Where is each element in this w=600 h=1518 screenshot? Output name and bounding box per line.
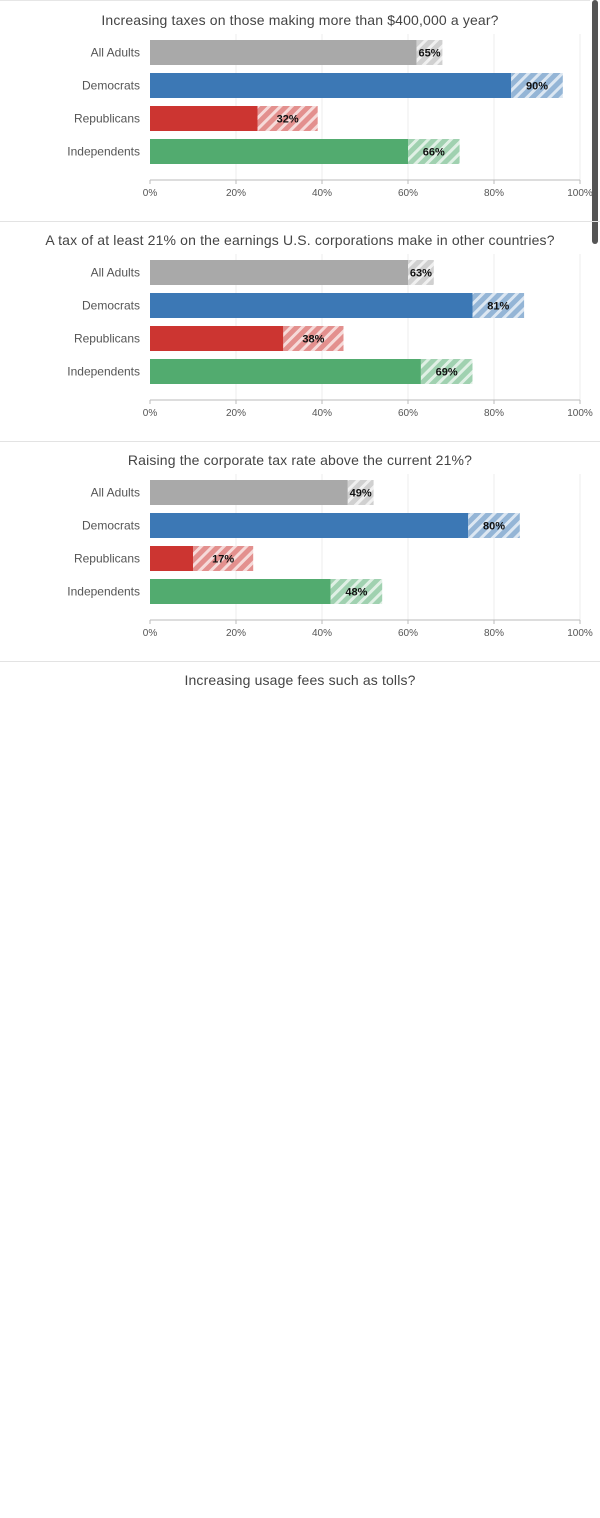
tick-label: 80% xyxy=(484,408,504,419)
tick-label: 100% xyxy=(567,628,593,639)
tick-label: 40% xyxy=(312,408,332,419)
tick-label: 60% xyxy=(398,408,418,419)
chart-title: Increasing taxes on those making more th… xyxy=(101,12,499,28)
data-label: 90% xyxy=(526,81,548,93)
bar-chart: All Adults 63% Democrats 81% Republicans 38% I… xyxy=(67,254,593,419)
tick-label: 20% xyxy=(226,628,246,639)
bar xyxy=(150,359,421,384)
category-label: Democrats xyxy=(82,299,140,313)
error-band xyxy=(193,546,254,571)
tick-label: 60% xyxy=(398,188,418,199)
error-band xyxy=(283,326,344,351)
category-label: All Adults xyxy=(91,486,140,500)
error-band xyxy=(330,579,383,604)
category-label: Republicans xyxy=(74,332,140,346)
data-label: 65% xyxy=(418,48,440,60)
error-band xyxy=(420,359,473,384)
data-label: 63% xyxy=(410,268,432,280)
tick-label: 100% xyxy=(567,188,593,199)
error-band xyxy=(468,513,520,538)
category-label: All Adults xyxy=(91,266,140,280)
bar xyxy=(150,106,258,131)
category-label: Democrats xyxy=(82,79,140,93)
tick-label: 0% xyxy=(143,408,158,419)
tick-label: 0% xyxy=(143,188,158,199)
category-label: Republicans xyxy=(74,112,140,126)
panel-divider xyxy=(0,661,600,662)
panel-divider xyxy=(0,441,600,442)
bar xyxy=(150,480,348,505)
category-label: All Adults xyxy=(91,46,140,60)
tick-label: 20% xyxy=(226,408,246,419)
tick-label: 60% xyxy=(398,628,418,639)
bar-chart: All Adults 49% Democrats 80% Republicans 17% I… xyxy=(67,474,593,639)
category-label: Republicans xyxy=(74,552,140,566)
data-label: 38% xyxy=(302,334,324,346)
error-band xyxy=(257,106,318,131)
data-label: 32% xyxy=(277,114,299,126)
data-label: 17% xyxy=(212,554,234,566)
tick-label: 80% xyxy=(484,628,504,639)
error-band xyxy=(472,293,525,318)
error-band xyxy=(511,73,563,98)
category-label: Independents xyxy=(67,145,140,159)
category-label: Independents xyxy=(67,585,140,599)
bar xyxy=(150,40,417,65)
bar xyxy=(150,260,408,285)
data-label: 69% xyxy=(436,367,458,379)
tick-label: 40% xyxy=(312,628,332,639)
bar xyxy=(150,139,408,164)
category-label: Democrats xyxy=(82,519,140,533)
bar xyxy=(150,513,469,538)
data-label: 81% xyxy=(487,301,509,313)
bar xyxy=(150,293,473,318)
tick-label: 100% xyxy=(567,408,593,419)
tick-label: 20% xyxy=(226,188,246,199)
error-band xyxy=(416,40,443,65)
error-band xyxy=(347,480,374,505)
tick-label: 80% xyxy=(484,188,504,199)
chart-title: A tax of at least 21% on the earnings U.… xyxy=(45,232,555,248)
panel-divider xyxy=(0,221,600,222)
bar xyxy=(150,546,193,571)
data-label: 49% xyxy=(350,488,372,500)
top-divider xyxy=(0,0,590,1)
data-label: 66% xyxy=(423,147,445,159)
chart-title: Increasing usage fees such as tolls? xyxy=(184,672,416,688)
error-band xyxy=(408,260,434,285)
chart-title: Raising the corporate tax rate above the… xyxy=(127,452,473,468)
bar-chart: All Adults 65% Democrats 90% Republicans 32% I… xyxy=(67,34,593,199)
tick-label: 0% xyxy=(143,628,158,639)
bar xyxy=(150,326,284,351)
tick-label: 40% xyxy=(312,188,332,199)
data-label: 48% xyxy=(345,587,367,599)
error-band xyxy=(408,139,460,164)
category-label: Independents xyxy=(67,365,140,379)
data-label: 80% xyxy=(483,521,505,533)
bar xyxy=(150,579,331,604)
bar xyxy=(150,73,512,98)
scrollbar[interactable] xyxy=(592,0,598,244)
